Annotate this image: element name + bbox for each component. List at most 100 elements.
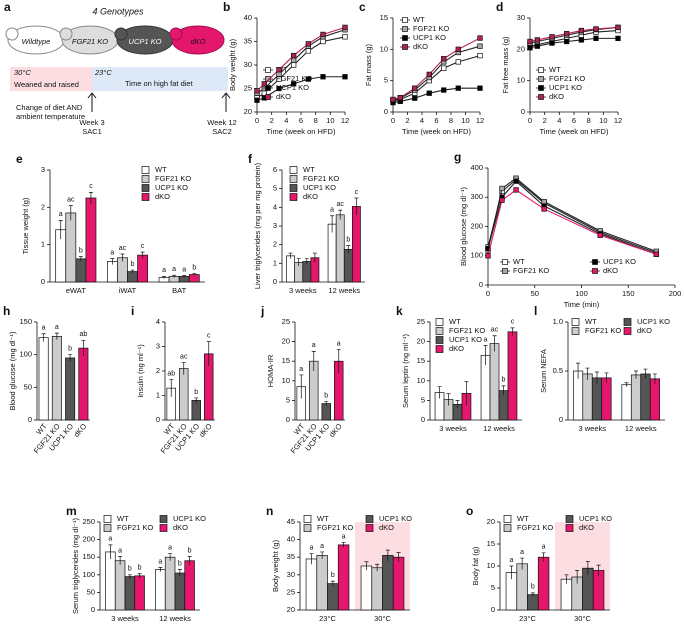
legend-label: FGF21 KO (413, 24, 449, 33)
error-bar (585, 367, 590, 380)
y-tick-label: 400 (470, 163, 483, 172)
y-tick-label: 15 (282, 356, 290, 365)
y-tick-label: 10 (380, 44, 388, 53)
x-tick-label: 12 weeks (328, 286, 360, 295)
marker (534, 43, 540, 49)
panel-label: o (466, 504, 473, 518)
x-tick-label: BAT (172, 286, 186, 295)
x-tick-label: 50 (531, 289, 539, 298)
y-tick-label: 0 (286, 415, 290, 424)
error-bar (492, 335, 497, 352)
y-tick-label: 5 (421, 395, 425, 404)
panel-label: k (396, 304, 403, 318)
bar (382, 555, 394, 611)
marker (426, 71, 432, 78)
x-tick-label: 2 (543, 116, 547, 125)
marker (477, 43, 483, 49)
temp-label: 30°C (14, 68, 31, 77)
legend-swatch (265, 85, 271, 91)
y-tick-label: 10 (517, 76, 525, 85)
x-tick-label: 12 weeks (625, 424, 657, 433)
significance-letter: b (502, 377, 506, 384)
bar (582, 373, 593, 421)
bar (560, 578, 573, 611)
phase-box (10, 67, 92, 91)
bar (392, 556, 405, 611)
y-tick-label: 100 (82, 570, 95, 579)
mouse-label: FGF21 KO (72, 37, 108, 46)
significance-letter: ac (180, 353, 188, 360)
significance-letter: a (158, 558, 162, 565)
marker (254, 88, 260, 94)
error-bar (158, 567, 163, 572)
panel-label: n (266, 504, 273, 518)
y-tick-label: 40 (244, 13, 252, 22)
line (487, 189, 657, 256)
legend-label: UCP1 KO (603, 257, 636, 266)
y-axis-label: HOMA-IR (266, 354, 275, 387)
significance-letter: a (118, 547, 122, 554)
temp-label: 23°C (94, 68, 112, 77)
y-tick-label: 10 (417, 376, 425, 385)
bar (184, 560, 195, 611)
x-tick-label: 12 weeks (483, 424, 515, 433)
bar (286, 255, 296, 283)
significance-letter: a (110, 249, 114, 256)
legend-swatch (103, 524, 112, 532)
error-bar (181, 362, 186, 375)
y-tick-label: 1 (41, 240, 45, 249)
legend-label: UCP1 KO (379, 514, 412, 523)
bar (51, 336, 62, 421)
significance-letter: b (194, 389, 198, 396)
error-bar (396, 552, 401, 562)
x-tick-label: 4 (420, 116, 424, 125)
legend-label: FGF21 KO (513, 266, 549, 275)
significance-letter: b (324, 392, 328, 399)
y-tick-label: 20 (517, 44, 525, 53)
x-tick-label: 4 (284, 116, 288, 125)
legend-swatch (571, 327, 580, 335)
error-bar (596, 564, 601, 576)
significance-letter: a (342, 533, 346, 540)
legend-swatch (265, 67, 271, 73)
bar (327, 583, 339, 611)
legend-swatch (435, 327, 444, 335)
x-axis-label: Time (min) (564, 300, 600, 309)
marker (549, 40, 555, 46)
significance-letter: a (55, 324, 59, 331)
bar (105, 551, 116, 611)
line (487, 177, 657, 252)
legend-label: FGF21 KO (449, 326, 485, 335)
legend-label: FGF21 KO (549, 74, 585, 83)
legend-label: FGF21 KO (585, 326, 621, 335)
week-label: Week 12 (207, 118, 236, 127)
marker (615, 24, 621, 31)
legend-label: WT (155, 165, 167, 174)
marker (499, 185, 505, 192)
y-tick-label: 30 (287, 570, 295, 579)
significance-letter: a (542, 544, 546, 551)
legend-label: dKO (603, 266, 618, 275)
y-tick-label: 5 (491, 583, 495, 592)
marker (291, 57, 297, 63)
error-bar (54, 332, 59, 340)
bar (649, 378, 661, 421)
significance-letter: c (355, 189, 359, 196)
marker (513, 178, 519, 184)
error-bar (169, 379, 174, 397)
y-axis-label: Body weight (g) (228, 38, 237, 91)
bar (371, 567, 383, 611)
error-bar (118, 556, 123, 565)
marker (426, 90, 432, 96)
error-bar (455, 400, 460, 409)
marker (564, 31, 570, 37)
significance-letter: a (312, 342, 316, 349)
significance-letter: b (138, 565, 142, 572)
marker (455, 85, 461, 91)
legend-swatch (538, 76, 544, 82)
marker (653, 251, 659, 257)
error-bar (354, 197, 359, 215)
y-axis-label: Liver triglycerides (mg per mg protein) (253, 162, 262, 289)
legend-swatch (303, 515, 312, 523)
error-bar (510, 327, 515, 336)
